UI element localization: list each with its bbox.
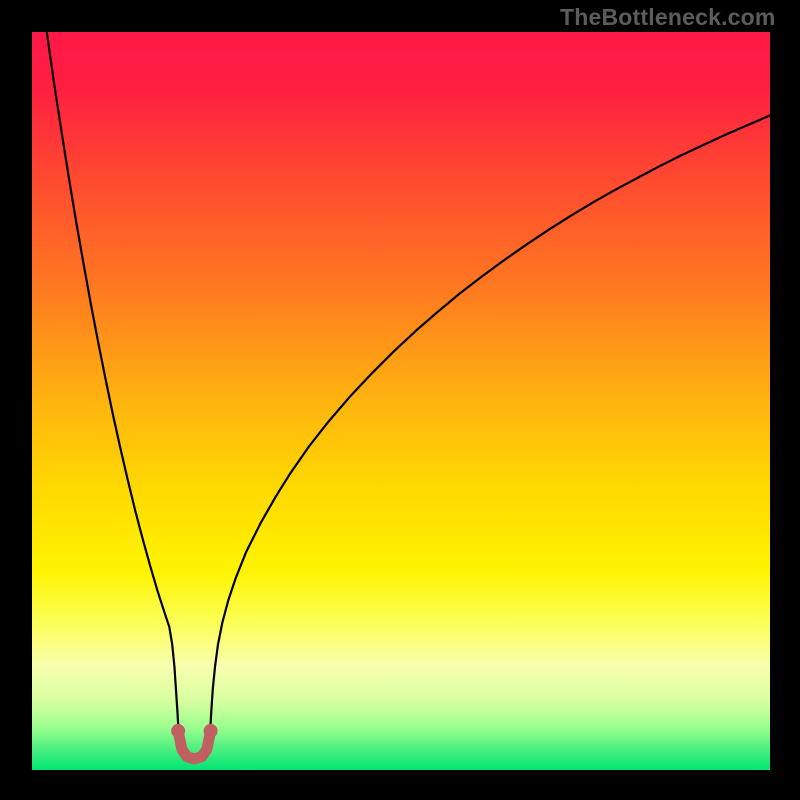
- plot-area: [32, 32, 770, 770]
- watermark-text: TheBottleneck.com: [560, 4, 776, 31]
- plot-svg: [32, 32, 770, 770]
- plot-background: [32, 32, 770, 770]
- marker-end-0: [171, 724, 185, 738]
- marker-end-1: [204, 724, 218, 738]
